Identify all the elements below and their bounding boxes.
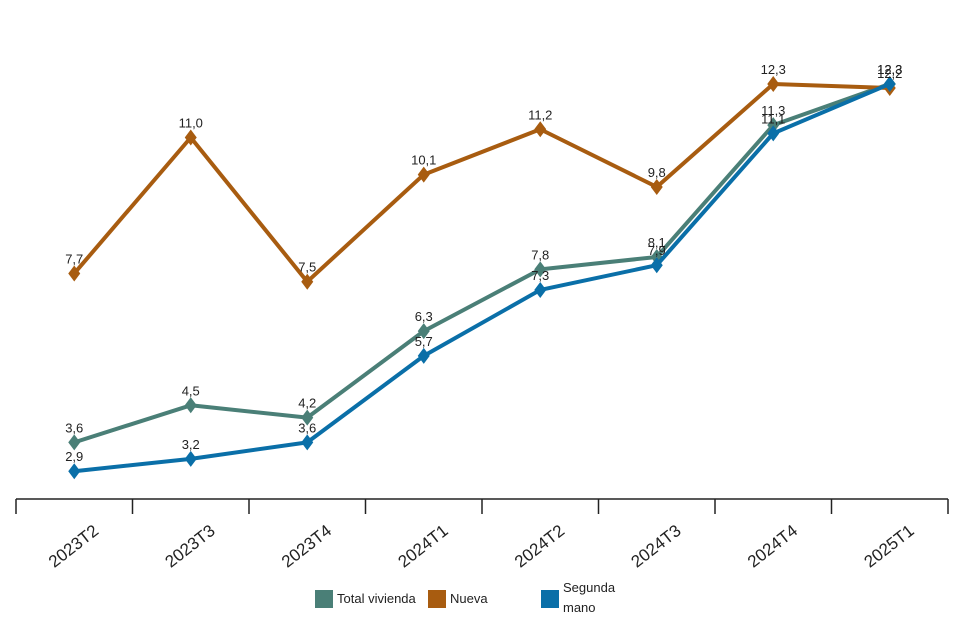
legend: Total vivienda Nueva Segunda mano bbox=[0, 578, 964, 624]
data-label: 12,3 bbox=[877, 62, 902, 77]
x-tick-label: 2024T1 bbox=[395, 521, 452, 571]
data-label: 4,5 bbox=[182, 383, 200, 398]
data-point-marker[interactable] bbox=[767, 125, 780, 142]
x-tick-label: 2024T2 bbox=[511, 521, 568, 571]
data-point-marker[interactable] bbox=[883, 75, 896, 92]
data-label: 2,9 bbox=[65, 449, 83, 464]
series-layer bbox=[68, 75, 896, 480]
legend-swatch-total-vivienda bbox=[315, 590, 333, 608]
data-point-marker[interactable] bbox=[417, 166, 430, 183]
data-label: 10,1 bbox=[411, 153, 436, 168]
data-point-marker[interactable] bbox=[534, 261, 547, 278]
data-point-marker[interactable] bbox=[650, 178, 663, 195]
data-point-marker[interactable] bbox=[650, 257, 663, 274]
line-chart: 2023T2 2023T3 2023T4 2024T1 2024T2 2024T3 2024… bbox=[15, 62, 949, 571]
series-nueva bbox=[68, 75, 896, 290]
legend-label-segunda-mano: Segunda mano bbox=[563, 580, 616, 615]
data-label: 12,3 bbox=[877, 62, 902, 77]
data-label: 11,2 bbox=[528, 107, 552, 122]
data-point-marker[interactable] bbox=[301, 273, 314, 290]
data-label: 11,3 bbox=[761, 103, 785, 118]
data-label: 7,3 bbox=[531, 268, 549, 283]
data-point-marker[interactable] bbox=[767, 117, 780, 134]
data-point-marker[interactable] bbox=[68, 265, 81, 282]
data-label: 11,0 bbox=[179, 116, 203, 131]
x-tick-label: 2024T4 bbox=[744, 521, 801, 571]
x-tick-label: 2025T1 bbox=[861, 521, 918, 571]
data-label: 9,8 bbox=[648, 165, 666, 180]
data-labels-layer: 3,6 4,5 4,2 6,3 7,8 8,1 11,3 12,3 7,7 11,0 7,5 10,1… bbox=[65, 62, 902, 464]
data-point-marker[interactable] bbox=[184, 450, 197, 467]
x-tick-label: 2024T3 bbox=[628, 521, 685, 571]
data-label: 3,6 bbox=[298, 420, 316, 435]
x-tick-label: 2023T2 bbox=[45, 521, 102, 571]
legend-item-segunda-mano[interactable]: Segunda mano bbox=[541, 578, 615, 618]
data-label: 4,2 bbox=[298, 396, 316, 411]
legend-label-nueva: Nueva bbox=[450, 591, 488, 606]
data-point-marker[interactable] bbox=[184, 129, 197, 146]
data-label: 7,9 bbox=[648, 243, 666, 258]
data-point-marker[interactable] bbox=[417, 347, 430, 364]
legend-swatch-segunda-mano bbox=[541, 590, 559, 608]
data-label: 12,2 bbox=[877, 66, 902, 81]
data-point-marker[interactable] bbox=[534, 121, 547, 138]
data-label: 11,1 bbox=[761, 111, 785, 126]
data-point-marker[interactable] bbox=[767, 75, 780, 92]
data-point-marker[interactable] bbox=[534, 281, 547, 298]
series-line bbox=[72, 81, 892, 284]
series-segunda-mano bbox=[68, 75, 896, 480]
data-label: 8,1 bbox=[648, 235, 666, 250]
data-point-marker[interactable] bbox=[301, 434, 314, 451]
legend-item-nueva[interactable]: Nueva bbox=[428, 578, 488, 609]
x-axis: 2023T2 2023T3 2023T4 2024T1 2024T2 2024T3 2024… bbox=[15, 498, 949, 571]
data-label: 7,8 bbox=[531, 247, 549, 262]
data-label: 3,6 bbox=[65, 420, 83, 435]
data-point-marker[interactable] bbox=[68, 463, 81, 480]
series-line bbox=[72, 81, 892, 445]
legend-swatch-nueva bbox=[428, 590, 446, 608]
legend-label-total-vivienda: Total vivienda bbox=[337, 591, 416, 606]
data-label: 7,5 bbox=[298, 260, 316, 275]
data-point-marker[interactable] bbox=[417, 323, 430, 340]
data-point-marker[interactable] bbox=[184, 397, 197, 414]
x-tick-label: 2023T4 bbox=[278, 521, 335, 571]
legend-item-total-vivienda[interactable]: Total vivienda bbox=[315, 578, 416, 609]
data-label: 3,2 bbox=[182, 437, 200, 452]
data-label: 5,7 bbox=[415, 334, 433, 349]
data-label: 12,3 bbox=[761, 62, 786, 77]
data-point-marker[interactable] bbox=[301, 409, 314, 426]
series-line bbox=[72, 81, 892, 474]
data-label: 6,3 bbox=[415, 309, 433, 324]
data-point-marker[interactable] bbox=[68, 434, 81, 451]
data-label: 7,7 bbox=[65, 251, 83, 266]
x-tick-label: 2023T3 bbox=[162, 521, 219, 571]
